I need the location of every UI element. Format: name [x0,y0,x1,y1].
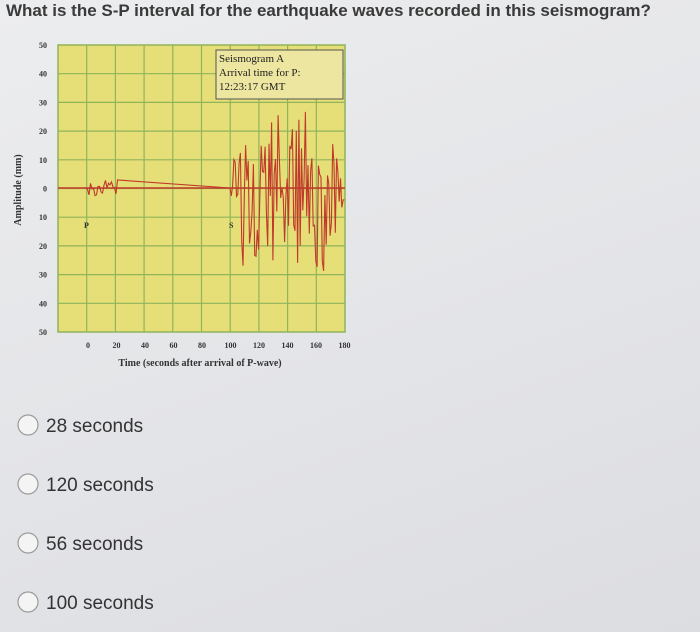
y-tick-label: 10 [39,213,47,222]
y-tick-label: 50 [39,328,47,337]
y-tick-label: 10 [39,156,47,165]
radio-button[interactable] [17,591,39,613]
s-label: S [229,221,234,230]
x-tick-label: 40 [141,341,149,350]
y-tick-label: 40 [39,299,47,308]
p-label: P [84,221,89,230]
x-tick-label: 160 [310,341,322,350]
legend-title: Seismogram A [219,53,284,65]
y-tick-label: 30 [39,271,47,280]
option-label[interactable]: 120 seconds [46,475,154,496]
x-tick-label: 140 [282,341,294,350]
radio-button[interactable] [17,473,39,495]
legend-line: 12:23:17 GMT [219,81,286,93]
y-tick-label: 40 [39,70,47,79]
option-label[interactable]: 28 seconds [46,416,143,437]
y-tick-label: 20 [39,127,47,136]
y-tick-label: 50 [39,41,47,50]
y-axis-label: Amplitude (mm) [13,154,24,225]
x-tick-label: 80 [198,341,206,350]
legend-box [215,49,344,100]
radio-button[interactable] [17,414,39,436]
legend-line: Arrival time for P: [219,67,301,79]
option-label[interactable]: 100 seconds [46,593,154,614]
seismogram: Seismogram A Arrival time for P: 12:23:1… [13,41,351,369]
x-tick-label: 0 [86,341,90,350]
x-tick-label: 60 [170,341,178,350]
radio-button[interactable] [17,532,39,554]
option-label[interactable]: 56 seconds [46,534,143,555]
x-tick-label: 120 [253,341,265,350]
seismic-trace [58,111,345,271]
y-tick-label: 20 [39,242,47,251]
y-tick-label: 0 [43,185,47,194]
x-axis-label: Time (seconds after arrival of P-wave) [118,358,281,369]
x-tick-label: 20 [113,341,121,350]
question: What is the S-P interval for the earthqu… [6,1,651,20]
y-tick-label: 30 [39,98,47,107]
x-tick-label: 100 [225,341,237,350]
x-tick-label: 180 [339,341,351,350]
